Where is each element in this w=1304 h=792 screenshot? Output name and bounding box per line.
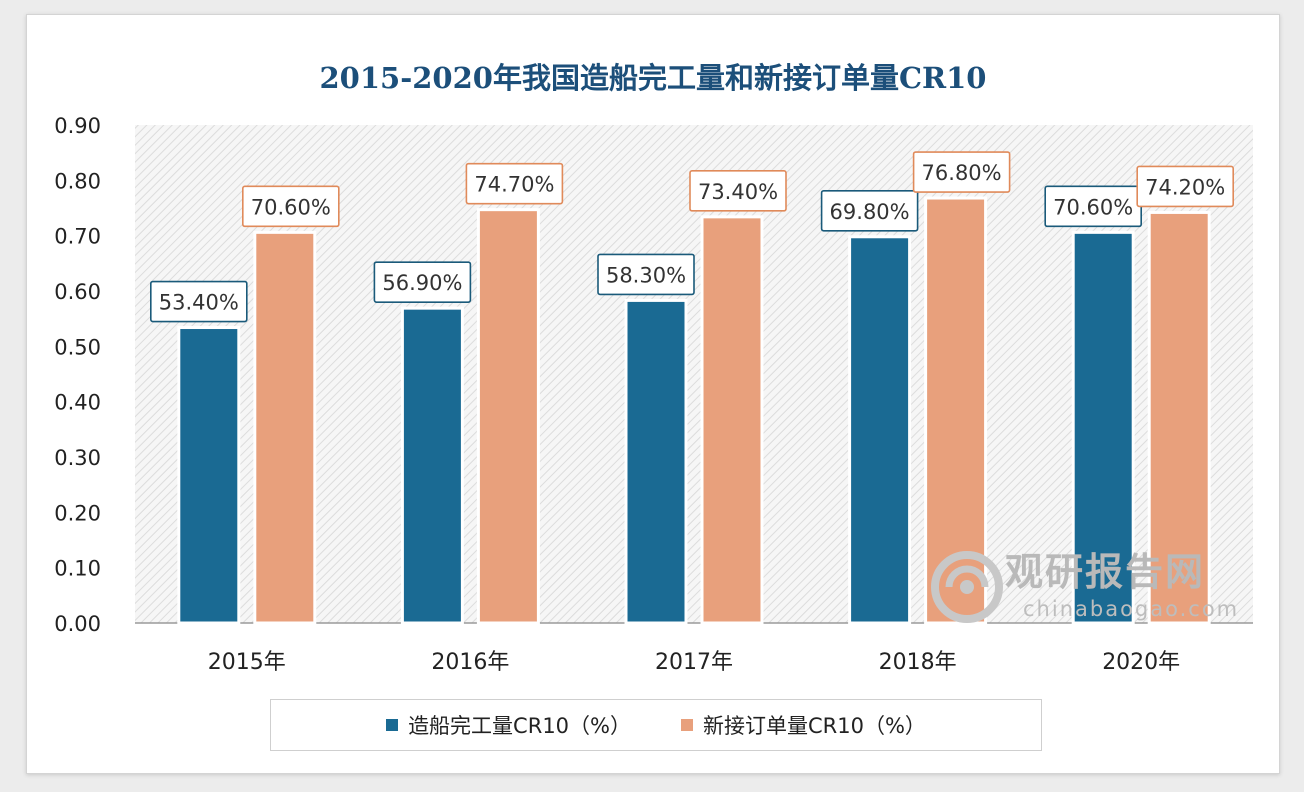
x-axis: 2015年 2016年 2017年 2018年 2020年 <box>208 650 1180 675</box>
y-tick-label-6: 0.60 <box>54 280 101 304</box>
data-label-box-s0-0 <box>150 280 248 323</box>
y-tick-label-0: 0.00 <box>54 612 101 636</box>
legend-swatch-completion <box>386 719 399 731</box>
data-label-s1-0: 70.60% <box>251 195 331 219</box>
bar-chart: 0.00 0.10 0.20 0.30 0.40 0.50 0.60 0.70 0.80 0.90… <box>54 114 1253 675</box>
legend-item-orders: 新接订单量CR10（%） <box>681 710 926 740</box>
data-label-s0-2: 58.30% <box>606 263 686 287</box>
watermark-name: 观研报告网 <box>1005 550 1206 594</box>
data-label-box-s1-4 <box>1136 165 1234 208</box>
y-tick-label-1: 0.10 <box>54 557 101 581</box>
chart-title: 2015-2020年我国造船完工量和新接订单量CR10 <box>319 61 987 95</box>
y-tick-label-4: 0.40 <box>54 391 101 415</box>
data-label-s1-3: 76.80% <box>922 161 1002 185</box>
y-tick-label-8: 0.80 <box>54 169 101 193</box>
data-label-box-s1-1 <box>465 162 564 205</box>
data-label-s0-0: 53.40% <box>159 291 239 315</box>
y-tick-label-7: 0.70 <box>54 225 101 249</box>
legend-swatch-orders <box>681 719 693 731</box>
x-tick-label-2: 2017年 <box>655 650 733 675</box>
data-label-s1-2: 73.40% <box>698 180 778 204</box>
chart-card: 2015-2020年我国造船完工量和新接订单量CR10 0.00 0.10 0.20… <box>26 14 1280 774</box>
data-label-s0-4: 70.60% <box>1053 195 1133 219</box>
data-label-box-s0-1 <box>373 261 472 303</box>
x-tick-label-3: 2018年 <box>879 650 957 675</box>
legend-item-completion: 造船完工量CR10（%） <box>386 710 631 740</box>
bar-s1-2 <box>700 215 764 625</box>
data-labels: 53.40% 70.60% 56.90% 74.70% 58.30% 73.40% 69.8… <box>150 151 1234 323</box>
bar-s1-1 <box>476 208 540 625</box>
x-tick-label-4: 2020年 <box>1102 650 1180 675</box>
data-label-box-s1-0 <box>242 185 340 228</box>
data-label-s1-4: 74.20% <box>1145 175 1225 199</box>
y-axis: 0.00 0.10 0.20 0.30 0.40 0.50 0.60 0.70 0.80 0.90 <box>54 114 1253 636</box>
legend-label-orders: 新接订单量CR10（%） <box>703 714 926 738</box>
y-tick-label-9: 0.90 <box>54 114 101 138</box>
data-label-box-s1-3 <box>912 151 1011 193</box>
data-label-s0-1: 56.90% <box>382 271 462 295</box>
x-tick-label-1: 2016年 <box>431 650 509 675</box>
y-tick-label-2: 0.20 <box>54 501 101 525</box>
watermark: 观研报告网 chinabaogao.com <box>927 545 1257 635</box>
data-label-box-s0-2 <box>597 253 695 296</box>
bar-s0-0 <box>177 326 241 625</box>
data-label-s1-1: 74.70% <box>474 173 554 197</box>
bar-s0-1 <box>400 306 464 625</box>
watermark-logo-icon <box>931 551 1003 623</box>
bar-s0-4 <box>1071 230 1135 625</box>
y-tick-label-3: 0.30 <box>54 446 101 470</box>
legend-label-completion: 造船完工量CR10（%） <box>408 714 631 738</box>
data-label-box-s1-2 <box>689 170 787 212</box>
bar-s0-2 <box>624 298 688 625</box>
data-label-box-s0-3 <box>820 189 919 232</box>
y-tick-label-5: 0.50 <box>54 335 101 359</box>
bar-s1-4 <box>1147 210 1211 625</box>
bar-s1-0 <box>253 230 317 625</box>
legend: 造船完工量CR10（%） 新接订单量CR10（%） <box>270 699 1042 751</box>
watermark-url: chinabaogao.com <box>1023 597 1240 621</box>
x-tick-label-0: 2015年 <box>208 650 286 675</box>
data-label-s0-3: 69.80% <box>830 200 910 224</box>
bar-s0-3 <box>848 235 912 625</box>
